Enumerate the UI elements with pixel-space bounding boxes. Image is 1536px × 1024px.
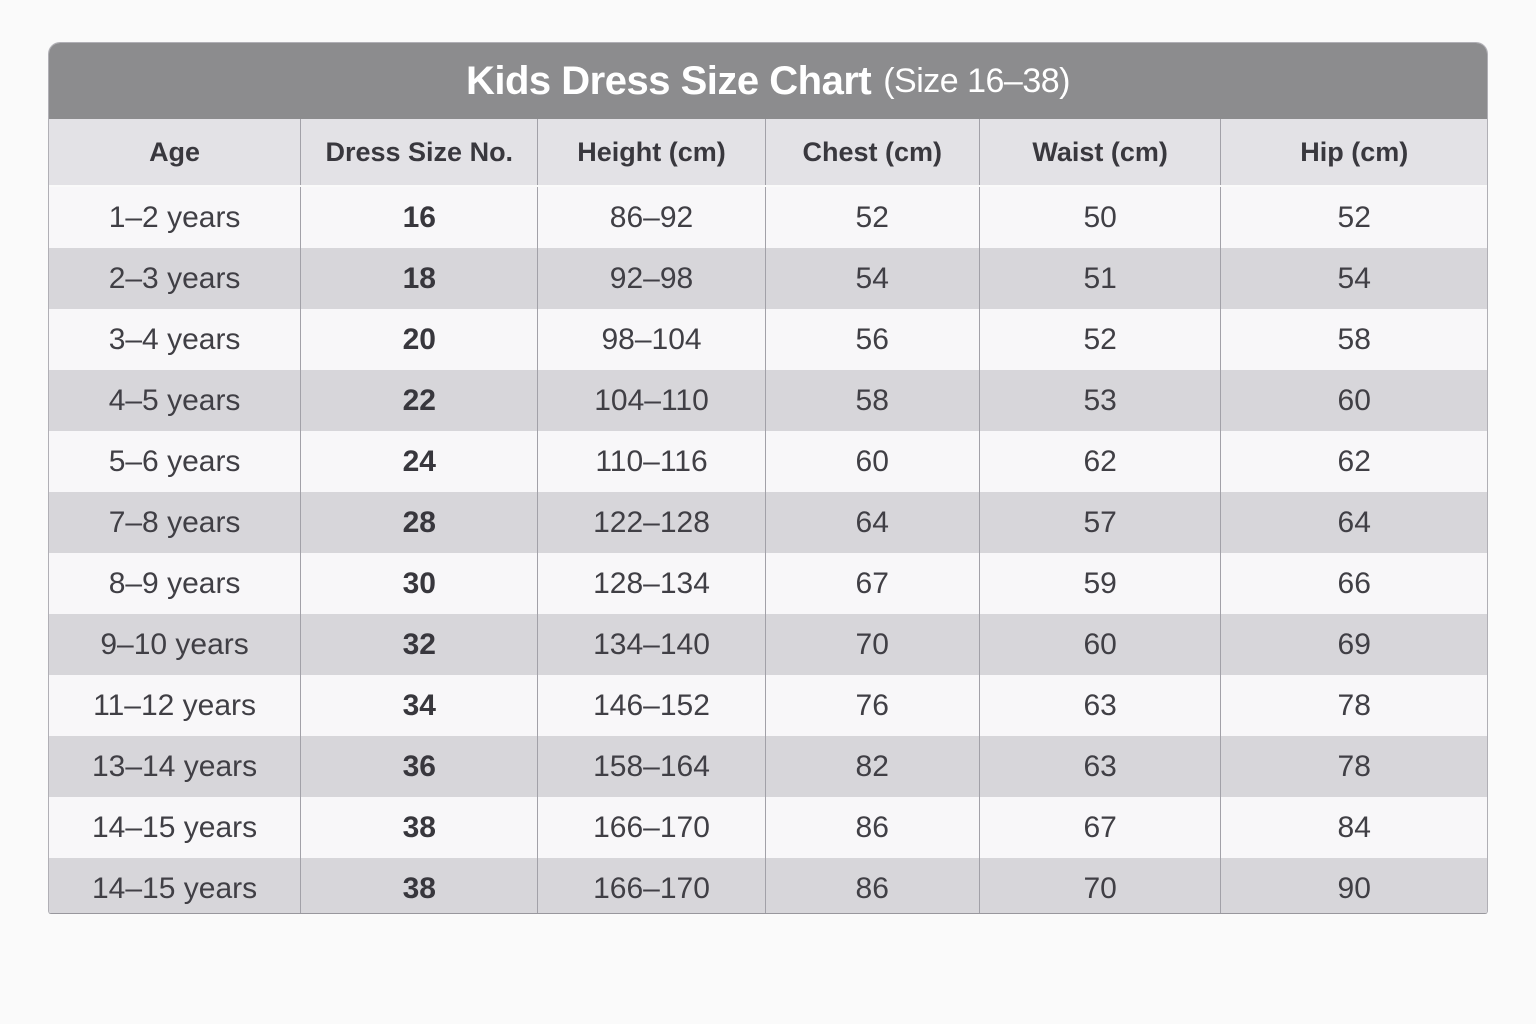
cell-chest: 52 <box>764 186 980 248</box>
column-header-height: Height (cm) <box>537 119 766 187</box>
cell-height: 104–110 <box>537 370 766 431</box>
cell-hip: 52 <box>1220 186 1487 248</box>
cell-age: 8–9 years <box>49 553 301 614</box>
cell-waist: 70 <box>978 858 1221 913</box>
cell-chest: 70 <box>764 614 980 675</box>
cell-height: 122–128 <box>537 492 766 553</box>
table-row: 3–4 years 20 98–104 56 52 58 <box>49 309 1487 370</box>
cell-dress-size: 16 <box>300 186 538 248</box>
cell-waist: 63 <box>978 675 1221 736</box>
cell-waist: 63 <box>978 736 1221 797</box>
column-header-waist: Waist (cm) <box>978 119 1221 187</box>
cell-age: 13–14 years <box>49 736 301 797</box>
cell-chest: 86 <box>764 858 980 913</box>
cell-chest: 54 <box>764 248 980 309</box>
size-chart-table: Age Dress Size No. Height (cm) Chest (cm… <box>49 119 1487 913</box>
cell-age: 4–5 years <box>49 370 301 431</box>
column-header-age: Age <box>49 119 301 187</box>
cell-age: 7–8 years <box>49 492 301 553</box>
chart-title: Kids Dress Size Chart <box>466 58 872 103</box>
cell-height: 166–170 <box>537 797 766 858</box>
cell-dress-size: 22 <box>300 370 538 431</box>
cell-hip: 66 <box>1220 553 1487 614</box>
cell-dress-size: 36 <box>300 736 538 797</box>
column-header-chest: Chest (cm) <box>764 119 980 187</box>
cell-age: 5–6 years <box>49 431 301 492</box>
table-row: 8–9 years 30 128–134 67 59 66 <box>49 553 1487 614</box>
cell-dress-size: 30 <box>300 553 538 614</box>
cell-chest: 82 <box>764 736 980 797</box>
header-row: Age Dress Size No. Height (cm) Chest (cm… <box>49 119 1487 187</box>
cell-chest: 76 <box>764 675 980 736</box>
cell-age: 9–10 years <box>49 614 301 675</box>
cell-chest: 67 <box>764 553 980 614</box>
table-row: 2–3 years 18 92–98 54 51 54 <box>49 248 1487 309</box>
cell-dress-size: 34 <box>300 675 538 736</box>
cell-waist: 51 <box>978 248 1221 309</box>
cell-hip: 58 <box>1220 309 1487 370</box>
cell-chest: 64 <box>764 492 980 553</box>
table-row: 14–15 years 38 166–170 86 67 84 <box>49 797 1487 858</box>
column-header-hip: Hip (cm) <box>1220 119 1487 187</box>
cell-hip: 78 <box>1220 736 1487 797</box>
cell-waist: 53 <box>978 370 1221 431</box>
cell-hip: 64 <box>1220 492 1487 553</box>
table-row: 11–12 years 34 146–152 76 63 78 <box>49 675 1487 736</box>
cell-waist: 57 <box>978 492 1221 553</box>
cell-age: 3–4 years <box>49 309 301 370</box>
cell-waist: 52 <box>978 309 1221 370</box>
cell-hip: 60 <box>1220 370 1487 431</box>
table-row: 13–14 years 36 158–164 82 63 78 <box>49 736 1487 797</box>
cell-height: 92–98 <box>537 248 766 309</box>
cell-waist: 50 <box>978 186 1221 248</box>
table-body: 1–2 years 16 86–92 52 50 52 2–3 years 18 92–98 54… <box>49 186 1487 913</box>
table-row: 9–10 years 32 134–140 70 60 69 <box>49 614 1487 675</box>
cell-height: 98–104 <box>537 309 766 370</box>
table-row: 1–2 years 16 86–92 52 50 52 <box>49 186 1487 248</box>
chart-title-band: Kids Dress Size Chart (Size 16–38) <box>49 43 1487 119</box>
cell-hip: 62 <box>1220 431 1487 492</box>
cell-waist: 67 <box>978 797 1221 858</box>
cell-age: 1–2 years <box>49 186 301 248</box>
cell-waist: 60 <box>978 614 1221 675</box>
cell-hip: 90 <box>1220 858 1487 913</box>
column-header-dress-size: Dress Size No. <box>300 119 538 187</box>
size-chart-card: Kids Dress Size Chart (Size 16–38) Age D… <box>48 42 1488 914</box>
cell-height: 134–140 <box>537 614 766 675</box>
cell-height: 110–116 <box>537 431 766 492</box>
cell-dress-size: 38 <box>300 797 538 858</box>
chart-title-size-range: (Size 16–38) <box>883 61 1070 100</box>
cell-height: 86–92 <box>537 186 766 248</box>
cell-dress-size: 38 <box>300 858 538 913</box>
cell-age: 14–15 years <box>49 858 301 913</box>
table-row: 7–8 years 28 122–128 64 57 64 <box>49 492 1487 553</box>
table-row: 14–15 years 38 166–170 86 70 90 <box>49 858 1487 913</box>
cell-dress-size: 20 <box>300 309 538 370</box>
cell-chest: 60 <box>764 431 980 492</box>
cell-age: 11–12 years <box>49 675 301 736</box>
table-row: 4–5 years 22 104–110 58 53 60 <box>49 370 1487 431</box>
cell-height: 128–134 <box>537 553 766 614</box>
cell-dress-size: 32 <box>300 614 538 675</box>
cell-age: 14–15 years <box>49 797 301 858</box>
cell-hip: 69 <box>1220 614 1487 675</box>
cell-hip: 78 <box>1220 675 1487 736</box>
cell-waist: 59 <box>978 553 1221 614</box>
cell-chest: 56 <box>764 309 980 370</box>
cell-dress-size: 18 <box>300 248 538 309</box>
cell-hip: 54 <box>1220 248 1487 309</box>
cell-dress-size: 28 <box>300 492 538 553</box>
cell-dress-size: 24 <box>300 431 538 492</box>
cell-height: 158–164 <box>537 736 766 797</box>
table-row: 5–6 years 24 110–116 60 62 62 <box>49 431 1487 492</box>
cell-hip: 84 <box>1220 797 1487 858</box>
cell-height: 146–152 <box>537 675 766 736</box>
cell-age: 2–3 years <box>49 248 301 309</box>
cell-height: 166–170 <box>537 858 766 913</box>
cell-waist: 62 <box>978 431 1221 492</box>
cell-chest: 58 <box>764 370 980 431</box>
cell-chest: 86 <box>764 797 980 858</box>
